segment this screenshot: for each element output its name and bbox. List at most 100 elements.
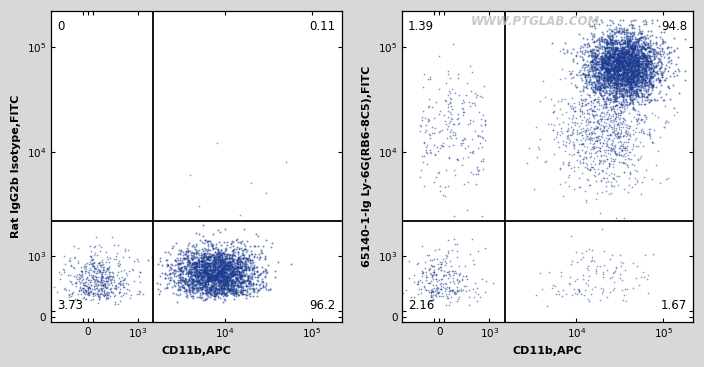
Point <box>620 130 631 136</box>
Point <box>575 120 586 126</box>
Point <box>598 63 610 69</box>
Point <box>237 247 248 252</box>
Point <box>230 290 241 296</box>
Point <box>236 284 247 290</box>
Point <box>624 37 635 43</box>
Point <box>615 110 626 116</box>
Point <box>87 261 98 267</box>
Point <box>218 280 229 286</box>
Point <box>181 267 192 273</box>
Point <box>430 276 441 282</box>
Point <box>562 47 573 52</box>
Point <box>84 285 95 291</box>
Point <box>577 57 588 63</box>
Point <box>204 277 215 283</box>
Point <box>203 262 215 268</box>
Point <box>186 272 197 278</box>
Point <box>451 248 463 254</box>
Point <box>225 283 236 289</box>
Point <box>191 288 202 294</box>
Point <box>425 279 436 284</box>
Point <box>610 73 622 79</box>
Point <box>632 61 643 66</box>
Point <box>589 50 601 56</box>
Point <box>81 275 92 280</box>
Point <box>639 54 650 60</box>
Point <box>416 290 427 296</box>
Point <box>616 36 627 42</box>
Point <box>617 41 628 47</box>
Point <box>220 276 231 282</box>
Point <box>615 152 627 158</box>
Point <box>581 65 592 70</box>
Point <box>641 167 652 172</box>
Point <box>202 272 213 278</box>
Point <box>632 69 643 75</box>
Point <box>605 80 617 86</box>
Point <box>80 276 92 282</box>
Point <box>625 54 636 59</box>
Point <box>425 292 436 298</box>
Point <box>247 259 258 265</box>
Point <box>602 96 613 102</box>
Point <box>415 174 426 180</box>
Point <box>598 84 610 90</box>
Point <box>213 268 225 274</box>
Point <box>530 124 541 130</box>
Point <box>218 265 229 271</box>
Point <box>593 166 604 172</box>
Point <box>606 73 617 79</box>
Point <box>630 50 641 55</box>
Point <box>606 48 617 54</box>
Point <box>634 30 646 36</box>
Point <box>607 72 618 78</box>
Point <box>610 66 621 72</box>
Point <box>608 40 619 46</box>
Point <box>614 57 625 63</box>
Point <box>239 241 250 247</box>
Point <box>217 293 228 299</box>
Point <box>201 287 212 293</box>
Point <box>631 62 642 68</box>
Point <box>596 59 607 65</box>
Point <box>626 33 637 39</box>
Point <box>622 189 634 195</box>
Point <box>619 39 630 45</box>
Point <box>244 283 256 289</box>
Point <box>587 146 598 152</box>
Point <box>206 278 218 284</box>
Point <box>626 49 637 55</box>
Point <box>584 66 595 72</box>
Point <box>610 98 621 104</box>
Point <box>239 258 251 264</box>
Point <box>597 80 608 86</box>
Point <box>191 247 202 253</box>
Point <box>608 87 620 93</box>
Point <box>220 253 231 259</box>
Point <box>174 267 185 273</box>
Point <box>607 37 618 43</box>
Point <box>195 290 206 295</box>
Point <box>635 65 646 70</box>
Point <box>237 268 249 273</box>
Point <box>223 288 234 294</box>
Point <box>199 254 210 259</box>
Point <box>420 122 432 128</box>
Point <box>210 264 221 270</box>
Point <box>209 263 220 269</box>
Point <box>605 34 616 40</box>
Point <box>600 65 611 71</box>
Point <box>428 288 439 294</box>
Point <box>225 262 236 268</box>
Point <box>166 284 177 290</box>
Point <box>442 115 453 120</box>
Point <box>619 51 630 57</box>
Point <box>193 263 204 269</box>
Point <box>218 258 230 264</box>
Point <box>200 281 211 287</box>
Point <box>608 121 620 127</box>
Point <box>211 141 222 146</box>
Point <box>629 54 640 60</box>
Point <box>631 61 642 67</box>
Point <box>186 288 197 294</box>
